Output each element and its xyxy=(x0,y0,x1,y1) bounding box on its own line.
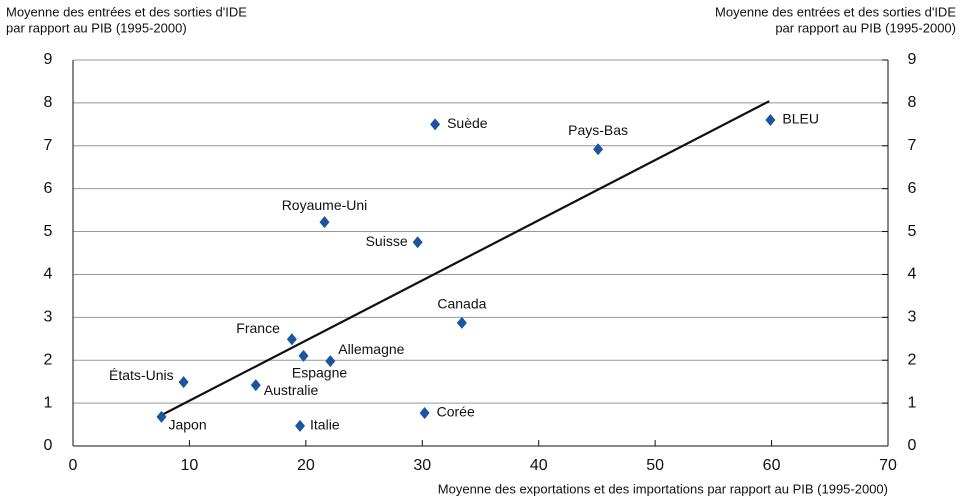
y-tick-label: 7 xyxy=(44,137,53,154)
y-tick-label: 0 xyxy=(44,437,53,454)
point xyxy=(430,118,441,131)
point-label: Royaume-Uni xyxy=(282,197,368,213)
y-tick-label: 6 xyxy=(44,180,53,197)
x-axis-title: Moyenne des exportations et des importat… xyxy=(438,481,888,496)
y-axis-title: par rapport au PIB (1995-2000) xyxy=(6,20,187,35)
y2-tick-label: 7 xyxy=(908,137,917,154)
y-tick-label: 3 xyxy=(44,309,53,326)
y2-axis-title: Moyenne des entrées et des sorties d'IDE xyxy=(715,4,956,19)
point-label: États-Unis xyxy=(109,367,174,383)
y2-tick-label: 0 xyxy=(908,437,917,454)
point-label: Japon xyxy=(168,417,206,433)
point xyxy=(298,349,309,362)
point-label: Espagne xyxy=(292,365,347,381)
point-label: France xyxy=(236,320,280,336)
y2-tick-label: 1 xyxy=(908,394,917,411)
point xyxy=(412,236,423,249)
y-axis-title: Moyenne des entrées et des sorties d'IDE xyxy=(6,4,247,19)
point-label: Italie xyxy=(310,417,340,433)
point-label: Suisse xyxy=(366,233,408,249)
y-tick-label: 4 xyxy=(44,266,53,283)
point xyxy=(178,376,189,389)
x-tick-label: 0 xyxy=(69,457,78,474)
point xyxy=(765,114,776,127)
point xyxy=(295,419,306,432)
y-tick-label: 1 xyxy=(44,394,53,411)
point-label: Corée xyxy=(437,404,475,420)
y-tick-label: 5 xyxy=(44,223,53,240)
point xyxy=(593,143,604,156)
y-tick-label: 9 xyxy=(44,51,53,68)
y2-tick-label: 5 xyxy=(908,223,917,240)
y-tick-label: 2 xyxy=(44,351,53,368)
point-label: Suède xyxy=(447,115,488,131)
point xyxy=(319,216,330,229)
point xyxy=(325,355,336,368)
x-tick-label: 30 xyxy=(413,457,431,474)
y2-axis-title: par rapport au PIB (1995-2000) xyxy=(775,20,956,35)
point xyxy=(456,316,467,329)
point-label: Canada xyxy=(437,296,486,312)
x-tick-label: 60 xyxy=(763,457,781,474)
y2-tick-label: 4 xyxy=(908,266,917,283)
point-label: Allemagne xyxy=(338,341,404,357)
x-tick-label: 20 xyxy=(297,457,315,474)
point-label: Australie xyxy=(264,382,319,398)
point-label: BLEU xyxy=(782,111,819,127)
x-tick-label: 70 xyxy=(879,457,897,474)
y-tick-label: 8 xyxy=(44,94,53,111)
point xyxy=(156,410,167,423)
point xyxy=(419,406,430,419)
trend-line xyxy=(160,100,770,417)
x-tick-label: 10 xyxy=(181,457,199,474)
y2-tick-label: 3 xyxy=(908,309,917,326)
y2-tick-label: 6 xyxy=(908,180,917,197)
y2-tick-label: 2 xyxy=(908,351,917,368)
x-tick-label: 50 xyxy=(646,457,664,474)
point xyxy=(286,333,297,346)
y2-tick-label: 8 xyxy=(908,94,917,111)
point xyxy=(250,379,261,392)
y2-tick-label: 9 xyxy=(908,51,917,68)
point-label: Pays-Bas xyxy=(568,122,628,138)
x-tick-label: 40 xyxy=(530,457,548,474)
